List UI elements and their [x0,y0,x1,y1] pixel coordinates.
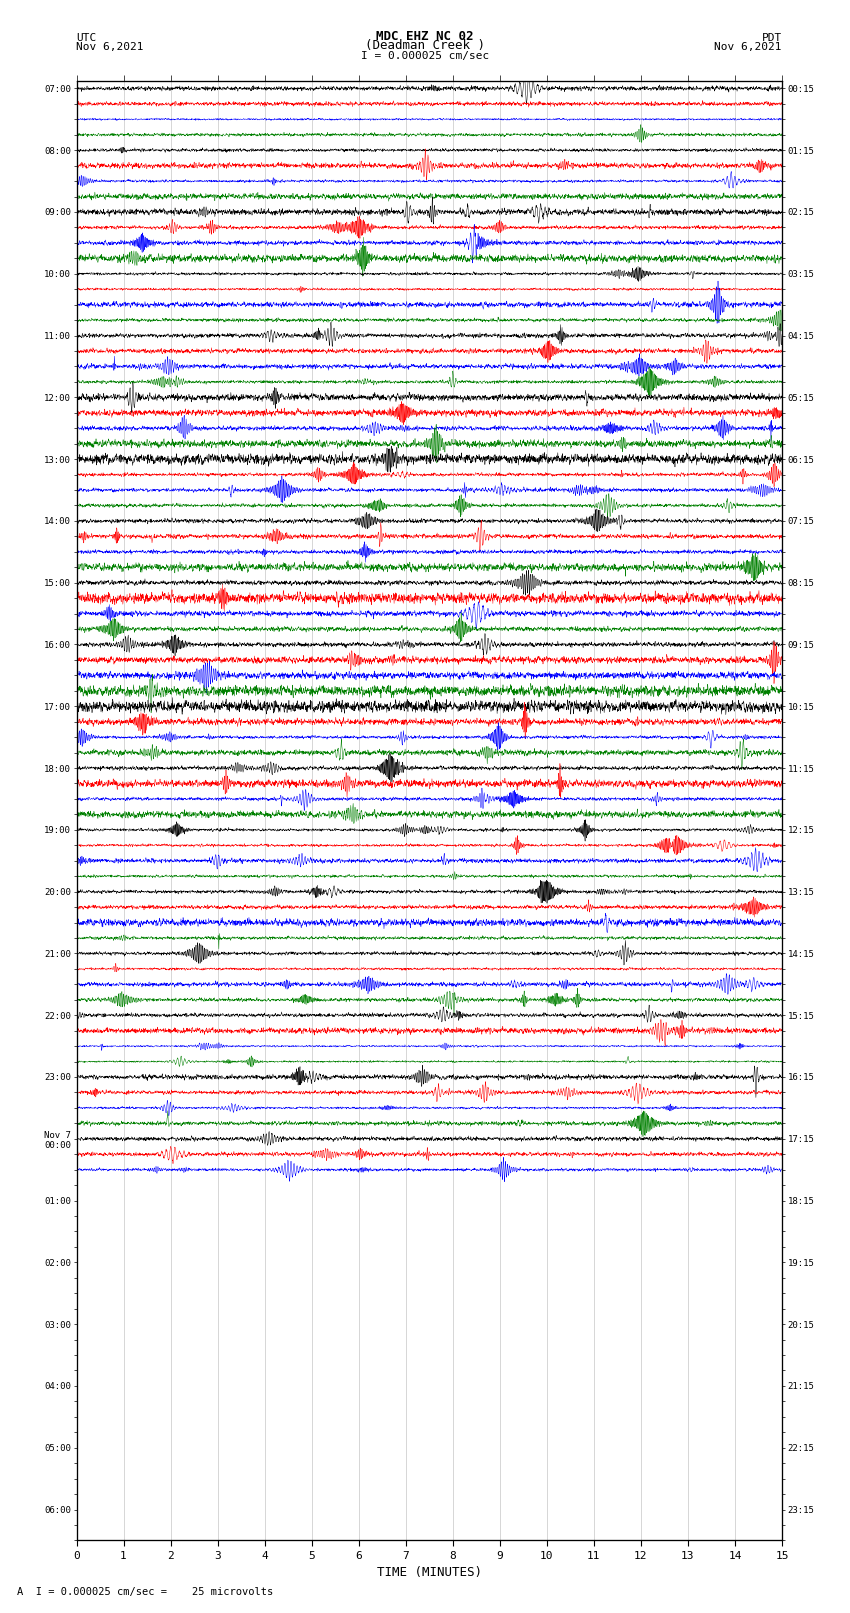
Text: (Deadman Creek ): (Deadman Creek ) [365,39,485,52]
Text: A  I = 0.000025 cm/sec =    25 microvolts: A I = 0.000025 cm/sec = 25 microvolts [17,1587,273,1597]
Text: MDC EHZ NC 02: MDC EHZ NC 02 [377,29,473,44]
Text: Nov 6,2021: Nov 6,2021 [715,42,782,52]
X-axis label: TIME (MINUTES): TIME (MINUTES) [377,1566,482,1579]
Text: PDT: PDT [762,32,782,44]
Text: UTC: UTC [76,32,97,44]
Text: I = 0.000025 cm/sec: I = 0.000025 cm/sec [361,52,489,61]
Text: Nov 6,2021: Nov 6,2021 [76,42,144,52]
